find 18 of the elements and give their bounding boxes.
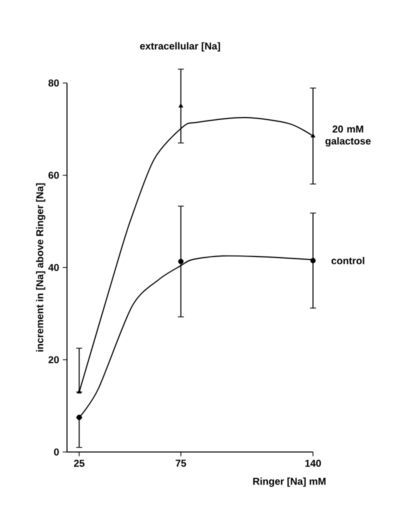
point: [76, 414, 82, 420]
y-tick-label: 20: [48, 356, 59, 364]
x-tick-label: 140: [305, 460, 321, 467]
point: [310, 258, 316, 264]
series-label: 20 mM galactose: [325, 126, 371, 147]
chart-title: extracellular [Na]: [140, 42, 220, 52]
point: [178, 258, 184, 264]
point: [76, 389, 82, 394]
y-tick-label: 80: [48, 79, 59, 87]
x-tick-label: 75: [176, 460, 186, 467]
y-tick-label: 60: [48, 172, 59, 179]
point: [178, 103, 184, 108]
y-axis-title: increment in [Na] above Ringer [Na]: [36, 183, 46, 352]
x-axis-title: Ringer [Na] mM: [253, 478, 326, 487]
series-label: control: [332, 256, 364, 264]
y-tick-label: 40: [48, 264, 59, 272]
y-tick-label: 0: [54, 448, 59, 456]
x-tick-label: 25: [74, 460, 84, 467]
